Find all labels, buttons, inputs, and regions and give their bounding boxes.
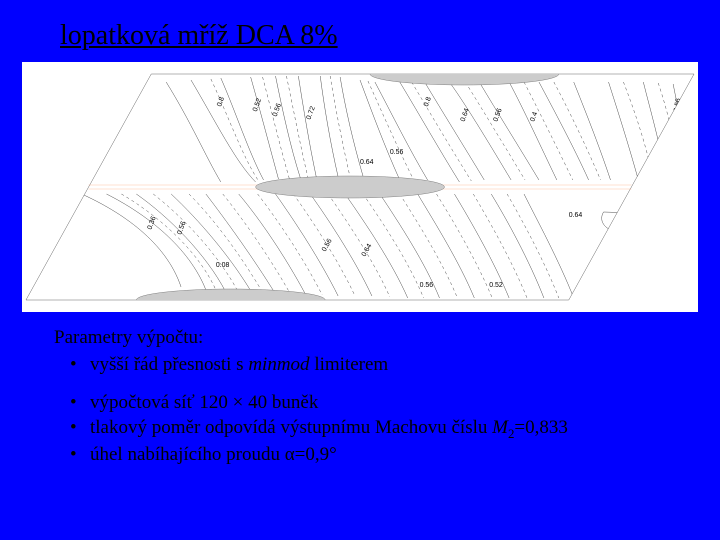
params-item: výpočtová síť 120 × 40 buněk bbox=[90, 391, 666, 416]
contour-figure: 0.8 0.52 0.56 0.72 0.64 0.56 0.8 0.64 0.56 0.4 0.6… bbox=[22, 62, 698, 312]
svg-text:0.64: 0.64 bbox=[569, 212, 583, 219]
params-item: vyšší řád přesnosti s minmod limiterem bbox=[90, 353, 666, 378]
params-list-1: vyšší řád přesnosti s minmod limiterem bbox=[54, 353, 666, 378]
svg-text:0.56: 0.56 bbox=[176, 220, 187, 235]
slide: lopatková mříž DCA 8% 0.8 0.52 0.56 0.72 0.6… bbox=[0, 0, 720, 540]
svg-text:0.56: 0.56 bbox=[390, 149, 404, 156]
svg-text:0.64: 0.64 bbox=[460, 107, 471, 122]
slide-title: lopatková mříž DCA 8% bbox=[0, 0, 720, 62]
params-heading: Parametry výpočtu: bbox=[54, 326, 666, 351]
svg-text:0.06: 0.06 bbox=[638, 222, 652, 229]
svg-text:0.56: 0.56 bbox=[673, 98, 682, 113]
params-item: úhel nabíhajícího proudu α=0,9° bbox=[90, 443, 666, 468]
svg-text:0.52: 0.52 bbox=[489, 282, 503, 289]
params-list-2: výpočtová síť 120 × 40 buněktlakový pomě… bbox=[54, 391, 666, 467]
svg-text:0.56: 0.56 bbox=[321, 238, 334, 253]
svg-text:0.56: 0.56 bbox=[272, 102, 283, 117]
svg-text:0.64: 0.64 bbox=[360, 159, 374, 166]
svg-text:0.56: 0.56 bbox=[493, 107, 504, 122]
params-item: tlakový poměr odpovídá výstupnímu Machov… bbox=[90, 416, 666, 443]
parameters-block: Parametry výpočtu: vyšší řád přesnosti s… bbox=[0, 312, 720, 481]
svg-text:0.72: 0.72 bbox=[306, 105, 317, 120]
svg-text:0.8: 0.8 bbox=[423, 96, 433, 108]
svg-text:0.56: 0.56 bbox=[420, 282, 434, 289]
svg-text:0.64: 0.64 bbox=[361, 243, 374, 258]
svg-text:0.4: 0.4 bbox=[529, 111, 539, 123]
svg-text:0.36: 0.36 bbox=[147, 215, 158, 230]
svg-text:0.08: 0.08 bbox=[216, 262, 230, 269]
svg-text:0.8: 0.8 bbox=[216, 96, 226, 108]
svg-text:0.52: 0.52 bbox=[252, 97, 263, 112]
